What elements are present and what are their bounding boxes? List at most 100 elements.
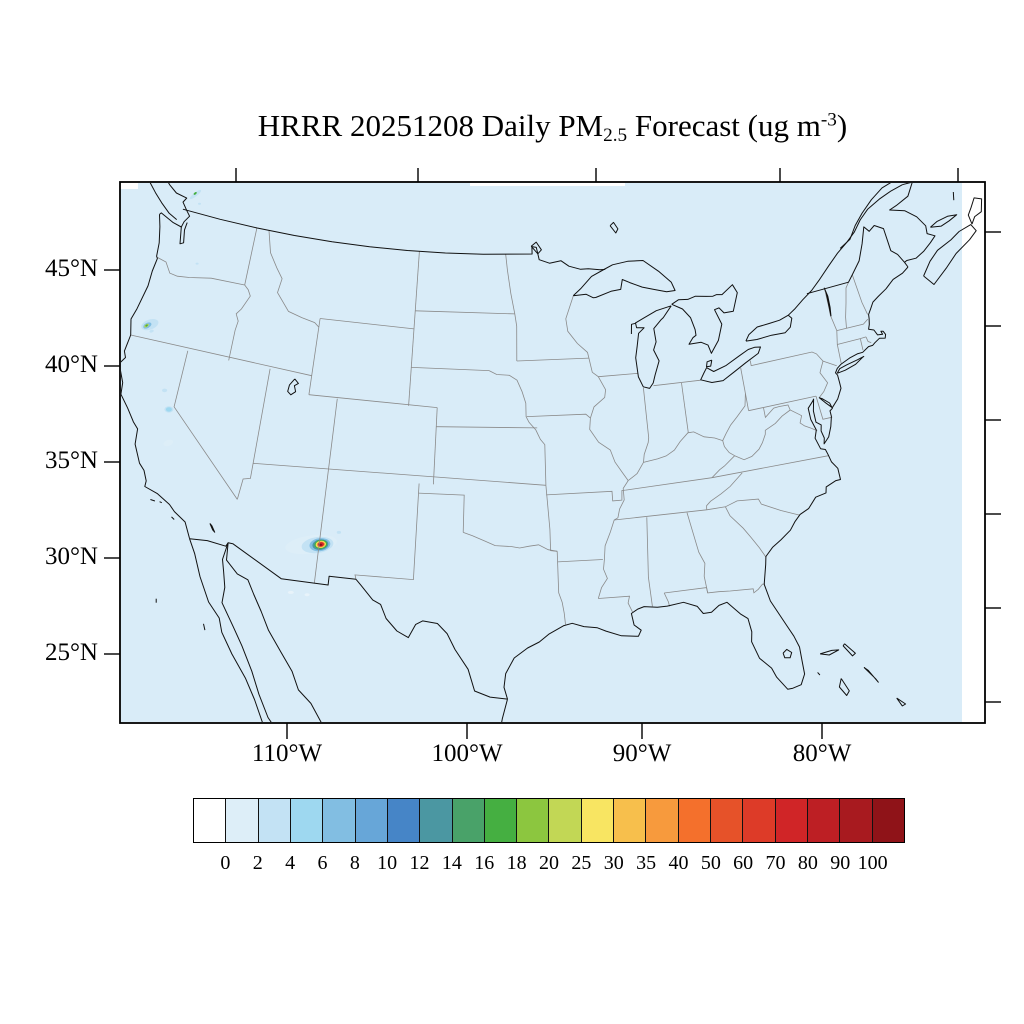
coastline [923,224,977,285]
state-border [748,395,817,412]
state-border [625,477,713,491]
state-border [740,367,749,411]
colorbar-tick-label: 14 [441,852,462,874]
coastline [823,287,832,317]
state-border [320,318,415,330]
coastline [838,678,850,696]
state-border [865,336,872,343]
colorbar-cell [840,799,873,842]
colorbar-cell [872,799,904,842]
lat-tick-label: 40°N [44,351,98,378]
colorbar-tick-label: 8 [349,852,360,874]
title-text-3: ) [836,108,848,143]
colorbar-cell [711,799,744,842]
state-border [845,282,849,329]
coastline [209,523,216,533]
lon-tick-label: 110°W [251,740,323,767]
colorbar-tick-label: 30 [603,852,624,874]
lat-tick-label: 45°N [44,255,98,282]
colorbar-tick-label: 70 [765,852,786,874]
lat-tick-label: 35°N [44,447,98,474]
colorbar-cell [517,799,550,842]
state-border [815,395,833,420]
coastline [355,578,508,700]
state-border [664,583,765,594]
coastline [171,516,175,520]
coastline [635,305,672,389]
state-border [308,394,438,408]
state-border [354,483,420,581]
coastline [226,542,322,722]
colorbar-tick-label: 100 [857,852,888,874]
state-border [627,393,746,481]
colorbar-cell [646,799,679,842]
coastline [503,266,909,700]
lat-tick-label: 25°N [44,639,98,666]
state-border [463,532,558,552]
coastline [609,221,619,234]
pm25-plume [163,439,174,447]
colorbar-tick-label: 25 [571,852,592,874]
state-border [253,462,546,486]
colorbar-tick-label: 40 [668,852,689,874]
coastline [889,183,936,263]
coastline [819,649,840,656]
state-border [488,370,547,486]
state-border [836,318,869,331]
coastline [530,241,542,255]
coastline [149,183,178,220]
colorbar-cell [807,799,841,842]
colorbar-cell [581,799,615,842]
coastline [817,672,821,676]
state-border [565,295,629,481]
colorbar-tick-label: 16 [474,852,495,874]
colorbar-tick-label: 12 [409,852,430,874]
state-border [711,455,829,479]
colorbar-cell [355,799,388,842]
colorbar-cell [775,799,808,842]
state-border [686,512,709,593]
colorbar-cell [743,799,776,842]
state-border [763,404,818,432]
colorbar-tick-label: 90 [830,852,851,874]
state-border [711,455,735,478]
state-border [725,506,766,557]
state-border [852,274,868,315]
coastline [671,284,738,354]
state-border [643,387,650,463]
coastline [706,359,713,368]
pm25-plume [287,590,294,594]
state-border [734,409,791,461]
state-border [313,398,338,584]
state-border [173,350,238,500]
coastline [203,623,206,631]
state-border [663,592,670,607]
state-border [505,254,518,362]
coastline [863,666,879,683]
state-border [411,367,490,371]
state-border [822,360,837,367]
coastline [189,538,357,586]
offgrid-top-sliver [470,183,625,186]
pm25-plume [165,407,172,412]
state-border [130,334,312,377]
coastline [501,698,508,722]
coastline [745,314,793,342]
colorbar-tick-label: 18 [506,852,527,874]
colorbar-cell [420,799,453,842]
coastline [839,183,892,249]
coastline [182,208,606,271]
state-border [749,351,829,398]
colorbar-cell [323,799,356,842]
colorbar-tick-label: 10 [377,852,398,874]
state-border [236,368,271,500]
colorbar-cell [194,799,227,842]
figure-title: HRRR 20251208 Daily PM2.5 Forecast (ug m… [80,108,1024,147]
state-border [268,230,320,328]
colorbar-tick-label: 20 [539,852,559,874]
state-border [598,372,639,378]
colorbar-cell [387,799,421,842]
state-border [646,517,653,607]
state-border [706,472,743,510]
